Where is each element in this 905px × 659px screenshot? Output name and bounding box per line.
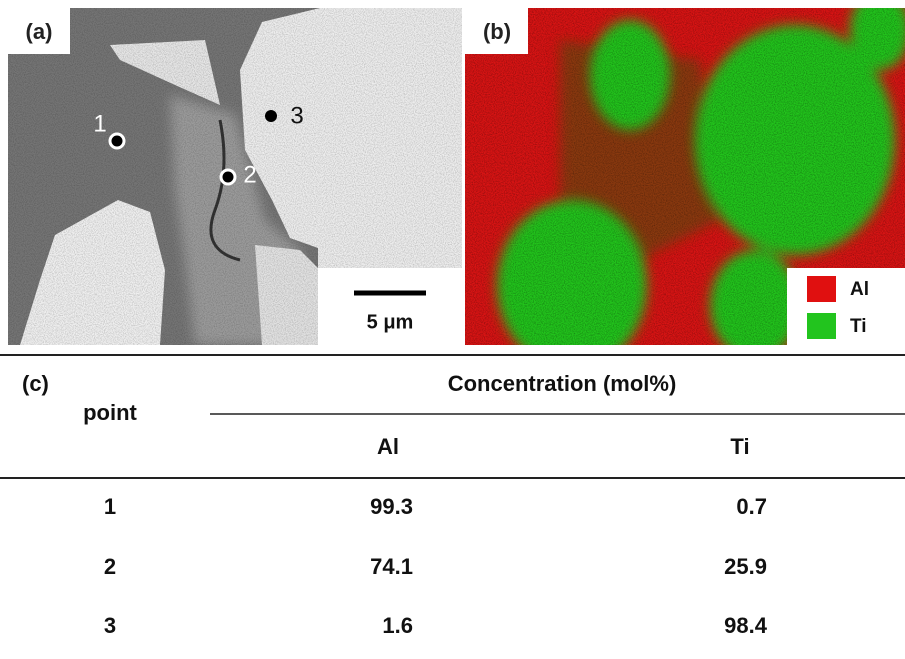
- table-cell: 3: [104, 613, 116, 638]
- point-label: 2: [243, 161, 256, 188]
- table-cell: 74.1: [370, 554, 413, 579]
- legend-swatch: [807, 276, 836, 302]
- table-cell: 2: [104, 554, 116, 579]
- point-label: 3: [290, 102, 303, 129]
- table-cell: 1: [104, 494, 116, 519]
- column-header: point: [83, 400, 137, 425]
- table-cell: 99.3: [370, 494, 413, 519]
- panel-label: (c): [22, 371, 49, 396]
- point-label: 1: [93, 110, 106, 137]
- table-cell: 1.6: [382, 613, 413, 638]
- table-body: 1 99.3 0.7 2 74.1 25.9 3 1.6 98.4: [104, 494, 768, 638]
- legend-label: Ti: [850, 316, 867, 337]
- point-marker: [221, 170, 235, 184]
- table-cell: 0.7: [736, 494, 767, 519]
- panel-label: (a): [26, 19, 53, 44]
- point-marker: [110, 134, 124, 148]
- legend: [787, 268, 905, 345]
- legend-label: Al: [850, 279, 869, 300]
- panel-label: (b): [483, 19, 511, 44]
- column-header: Al: [377, 434, 399, 459]
- figure: (a) 1 2 3 5 μm (b) Al Ti (c) point Conce…: [0, 0, 905, 654]
- table-cell: 25.9: [724, 554, 767, 579]
- column-header: Ti: [730, 434, 749, 459]
- scale-box: [318, 268, 462, 345]
- legend-swatch: [807, 313, 836, 339]
- group-header: Concentration (mol%): [448, 371, 677, 396]
- table-cell: 98.4: [724, 613, 768, 638]
- scale-label: 5 μm: [367, 311, 414, 333]
- point-marker: [265, 110, 277, 122]
